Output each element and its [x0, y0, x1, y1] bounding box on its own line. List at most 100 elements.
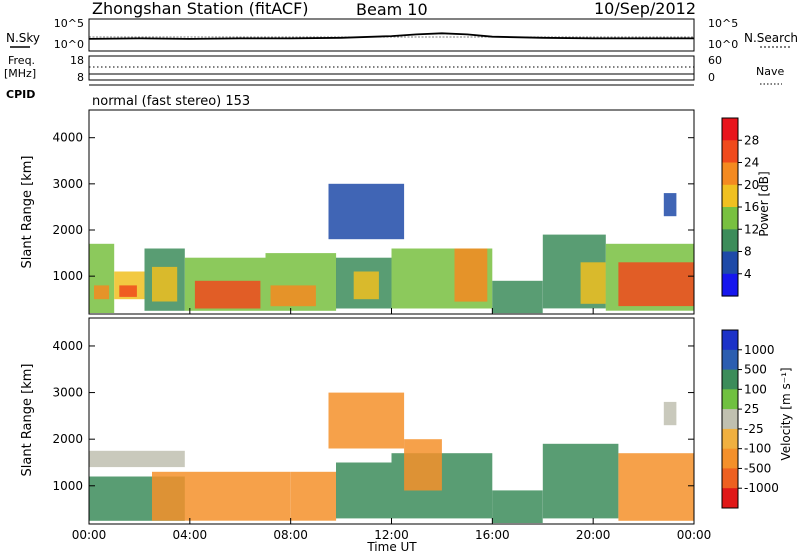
- ytick-label: 3000: [52, 177, 83, 191]
- nave-right-top-tick: 60: [708, 54, 722, 67]
- xtick-label: 04:00: [173, 528, 208, 542]
- ytick-label: 2000: [52, 223, 83, 237]
- cpid-text: normal (fast stereo) 153: [92, 94, 250, 109]
- velocity-colorbar-cell: [722, 409, 738, 430]
- ytick-label: 4000: [52, 131, 83, 145]
- nave-label: Nave: [756, 65, 784, 78]
- xtick-label: 00:00: [677, 528, 712, 542]
- velocity-block: [618, 453, 694, 521]
- ytick-label: 3000: [52, 386, 83, 400]
- velocity-block: [336, 462, 392, 519]
- power-colorbar-cells: [722, 118, 738, 297]
- power-block: [492, 280, 543, 314]
- power-colorbar-cell: [722, 251, 738, 275]
- beam-label: Beam 10: [356, 0, 428, 19]
- velocity-colorbar-tick-label: -100: [744, 442, 771, 456]
- cpid-label: CPID: [6, 88, 35, 101]
- power-colorbar-cell: [722, 207, 738, 230]
- power-colorbar-cell: [722, 184, 738, 208]
- power-colorbar-cell: [722, 229, 738, 253]
- power-colorbar-ticks: 28 24 20 16 12 8 4: [738, 133, 759, 281]
- power-colorbar: 28 24 20 16 12 8 4 Power [dB]: [721, 117, 771, 297]
- velocity-colorbar-tick-label: -500: [744, 461, 771, 475]
- xtick-label: 08:00: [273, 528, 308, 542]
- freq-left-bottom-tick: 8: [77, 71, 84, 84]
- velocity-block: [328, 392, 405, 449]
- power-colorbar-tick-label: 12: [744, 222, 759, 236]
- power-block: [94, 285, 110, 300]
- power-yticks: 4000 3000 2000 1000: [52, 131, 694, 283]
- power-block: [353, 271, 379, 300]
- xtick-label: 00:00: [72, 528, 107, 542]
- velocity-colorbar-cell: [722, 468, 738, 489]
- velocity-block: [152, 471, 291, 521]
- power-colorbar-label: Power [dB]: [757, 171, 771, 236]
- power-colorbar-tick-label: 24: [744, 156, 759, 170]
- power-block: [618, 262, 694, 307]
- velocity-ylabel: Slant Range [km]: [20, 364, 35, 477]
- velocity-block: [89, 450, 185, 468]
- power-block: [89, 243, 115, 313]
- velocity-block: [404, 439, 442, 491]
- freq-label: Freq.: [8, 54, 35, 67]
- noise-right-top-tick: 10^5: [708, 17, 738, 30]
- noise-left-bottom-tick: 10^0: [54, 38, 84, 51]
- velocity-colorbar-cells: [722, 330, 738, 509]
- power-colorbar-tick-label: 20: [744, 178, 759, 192]
- freq-left-top-tick: 18: [70, 54, 84, 67]
- nsearch-label: N.Search: [744, 31, 798, 45]
- power-colorbar-cell: [722, 162, 738, 186]
- station-title: Zhongshan Station (fitACF): [92, 0, 309, 18]
- velocity-colorbar-cell: [722, 448, 738, 469]
- power-colorbar-tick-label: 8: [744, 245, 752, 259]
- velocity-block: [542, 443, 619, 519]
- freq-panel: 18 8 60 0 Freq. [MHz] Nave CPID normal (…: [4, 54, 784, 109]
- nsky-series-line: [88, 32, 694, 40]
- velocity-colorbar-frame: [721, 329, 739, 509]
- nsky-label: N.Sky: [6, 31, 40, 45]
- noise-left-top-tick: 10^5: [54, 17, 84, 30]
- velocity-colorbar-cell: [722, 369, 738, 390]
- xtick-label: 12:00: [374, 528, 409, 542]
- ytick-label: 4000: [52, 339, 83, 353]
- power-block: [194, 280, 261, 309]
- velocity-colorbar: 1000 500 100 25 -25 -100 -500 -1000 Velocity [m…: [721, 329, 793, 509]
- ytick-label: 1000: [52, 479, 83, 493]
- power-colorbar-cell: [722, 140, 738, 164]
- velocity-colorbar-tick-label: 25: [744, 402, 759, 416]
- freq-unit-label: [MHz]: [4, 67, 36, 80]
- power-colorbar-tick-label: 16: [744, 200, 759, 214]
- freq-frame: [88, 55, 695, 81]
- power-panel: 4000 3000 2000 1000 Slant Range [km]: [20, 109, 695, 315]
- noise-right-bottom-tick: 10^0: [708, 38, 738, 51]
- power-colorbar-tick-label: 28: [744, 133, 759, 147]
- power-block: [270, 285, 316, 307]
- velocity-block: [663, 401, 677, 426]
- velocity-colorbar-cell: [722, 428, 738, 450]
- power-block: [328, 183, 405, 240]
- nave-right-bottom-tick: 0: [708, 71, 715, 84]
- velocity-colorbar-cell: [722, 349, 738, 371]
- power-data-layer: [89, 183, 694, 314]
- velocity-colorbar-tick-label: 500: [744, 363, 767, 377]
- velocity-colorbar-tick-label: -25: [744, 422, 764, 436]
- velocity-colorbar-tick-label: 1000: [744, 343, 775, 357]
- ytick-label: 2000: [52, 432, 83, 446]
- velocity-xticks: 00:00 04:00 08:00 12:00 16:00 20:00 00:00: [72, 518, 712, 542]
- xtick-label: 16:00: [475, 528, 510, 542]
- power-block: [580, 262, 606, 304]
- power-xtickmarks: [88, 308, 695, 314]
- velocity-colorbar-tick-label: -1000: [744, 481, 779, 495]
- velocity-colorbar-ticks: 1000 500 100 25 -25 -100 -500 -1000: [738, 343, 779, 495]
- power-colorbar-cell: [722, 273, 738, 297]
- ytick-label: 1000: [52, 269, 83, 283]
- velocity-colorbar-tick-label: 100: [744, 382, 767, 396]
- velocity-data-layer: [89, 392, 694, 523]
- power-block: [454, 248, 488, 302]
- velocity-yticks: 4000 3000 2000 1000: [52, 339, 694, 493]
- power-block: [152, 266, 178, 302]
- velocity-block: [492, 490, 543, 523]
- xtick-label: 20:00: [576, 528, 611, 542]
